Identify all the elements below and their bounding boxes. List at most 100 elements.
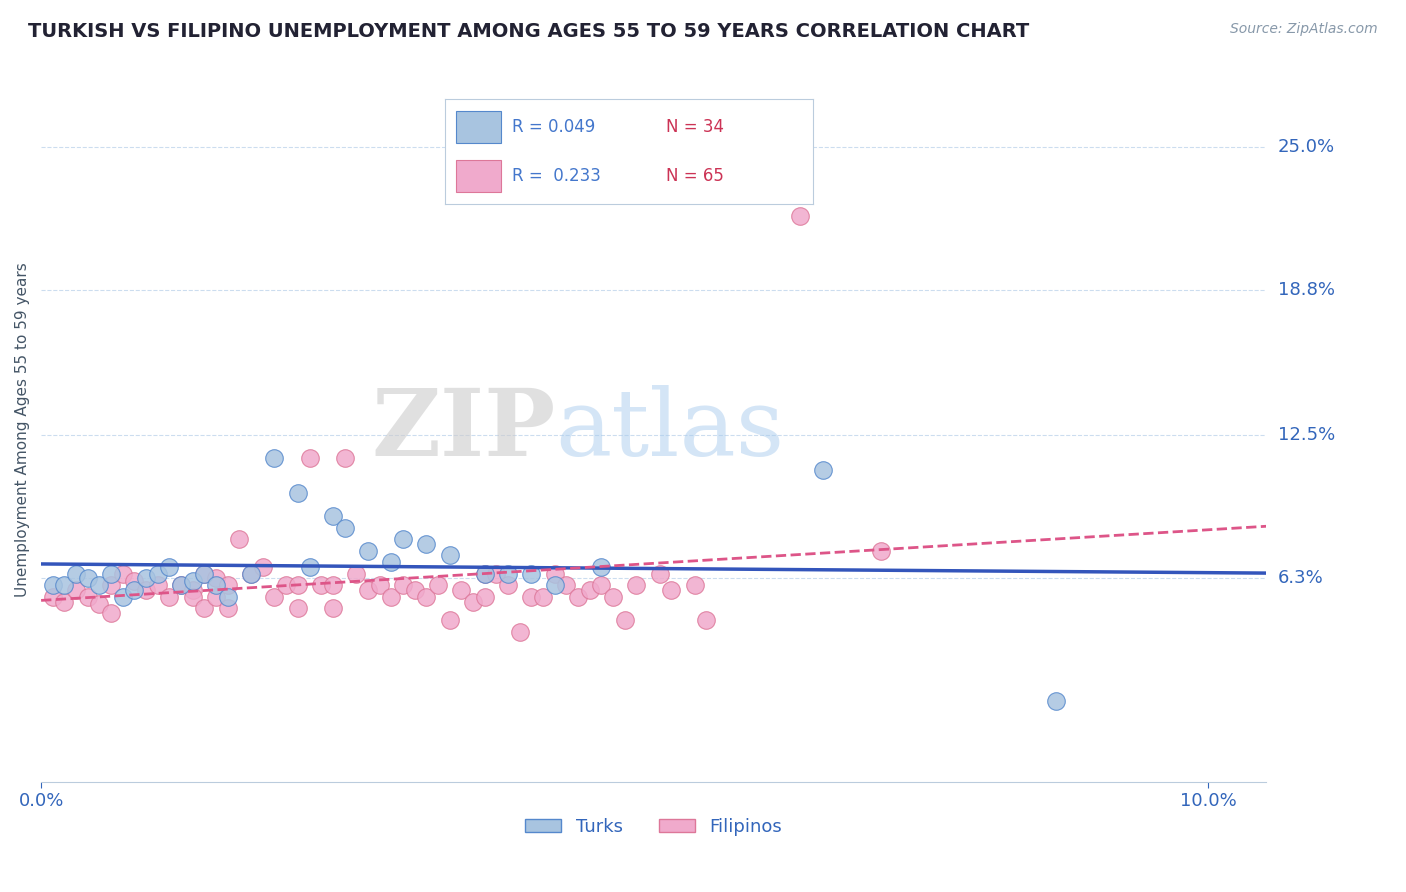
Point (89, 578, 111, 592)
Point (602, 590, 624, 604)
Point (811, 463, 834, 477)
Point (181, 574, 204, 588)
Point (135, 572, 157, 586)
Point (42, 578, 65, 592)
Point (520, 590, 543, 604)
Point (520, 566, 543, 581)
Point (613, 613, 636, 627)
Point (543, 578, 565, 592)
Point (309, 578, 332, 592)
Point (100, 578, 122, 592)
Point (392, 533, 415, 547)
Point (474, 566, 496, 581)
Text: 25.0%: 25.0% (1278, 137, 1334, 156)
Point (789, 209, 811, 223)
Point (287, 486, 309, 500)
Text: Source: ZipAtlas.com: Source: ZipAtlas.com (1230, 22, 1378, 37)
Point (531, 590, 554, 604)
Point (380, 555, 402, 569)
Point (240, 566, 263, 581)
Point (322, 601, 344, 615)
Point (111, 590, 134, 604)
Point (426, 578, 449, 592)
Point (135, 582, 157, 597)
Point (217, 601, 239, 615)
Point (205, 590, 228, 604)
Point (111, 566, 134, 581)
Point (263, 451, 285, 466)
Text: ZIP: ZIP (371, 384, 555, 475)
Point (193, 566, 215, 581)
Point (415, 590, 437, 604)
Point (543, 566, 565, 581)
Point (357, 543, 380, 558)
Point (53, 594, 76, 608)
Point (170, 578, 193, 592)
Text: atlas: atlas (555, 384, 785, 475)
Point (474, 566, 496, 581)
Text: 18.8%: 18.8% (1278, 281, 1334, 299)
Point (1045, 694, 1067, 708)
Point (298, 451, 321, 466)
Point (555, 578, 578, 592)
Point (193, 601, 215, 615)
Point (322, 578, 344, 592)
Point (263, 590, 285, 604)
Point (648, 566, 671, 581)
Point (287, 601, 309, 615)
Point (404, 582, 426, 597)
Point (252, 560, 274, 574)
Point (76, 590, 98, 604)
Point (159, 590, 181, 604)
Point (439, 549, 461, 563)
Text: 12.5%: 12.5% (1278, 426, 1334, 444)
Point (439, 613, 461, 627)
Point (53, 578, 76, 592)
Point (181, 590, 204, 604)
Point (659, 582, 682, 597)
Point (333, 451, 356, 466)
Point (89, 597, 111, 611)
Point (695, 613, 717, 627)
Point (509, 624, 531, 639)
Point (496, 566, 519, 581)
Point (146, 578, 169, 592)
Point (217, 590, 239, 604)
Point (298, 560, 321, 574)
Point (76, 572, 98, 586)
Point (683, 578, 706, 592)
Point (870, 543, 893, 558)
Text: 6.3%: 6.3% (1278, 569, 1323, 588)
Point (567, 590, 589, 604)
Point (287, 578, 309, 592)
Point (578, 582, 600, 597)
Point (591, 578, 613, 592)
Y-axis label: Unemployment Among Ages 55 to 59 years: Unemployment Among Ages 55 to 59 years (15, 262, 30, 597)
Point (65, 582, 87, 597)
Point (228, 533, 250, 547)
Point (181, 582, 204, 597)
Point (100, 566, 122, 581)
Point (322, 509, 344, 524)
Point (205, 578, 228, 592)
Point (124, 574, 146, 588)
Point (474, 590, 496, 604)
Point (170, 578, 193, 592)
Point (146, 566, 169, 581)
Point (333, 521, 356, 535)
Point (415, 537, 437, 551)
Point (159, 560, 181, 574)
Point (591, 560, 613, 574)
Point (217, 578, 239, 592)
Point (42, 590, 65, 604)
Point (626, 578, 648, 592)
Point (496, 578, 519, 592)
Text: TURKISH VS FILIPINO UNEMPLOYMENT AMONG AGES 55 TO 59 YEARS CORRELATION CHART: TURKISH VS FILIPINO UNEMPLOYMENT AMONG A… (28, 22, 1029, 41)
Point (368, 578, 391, 592)
Point (380, 590, 402, 604)
Point (205, 572, 228, 586)
Point (357, 582, 380, 597)
Point (344, 566, 367, 581)
Point (461, 594, 484, 608)
Point (100, 606, 122, 620)
